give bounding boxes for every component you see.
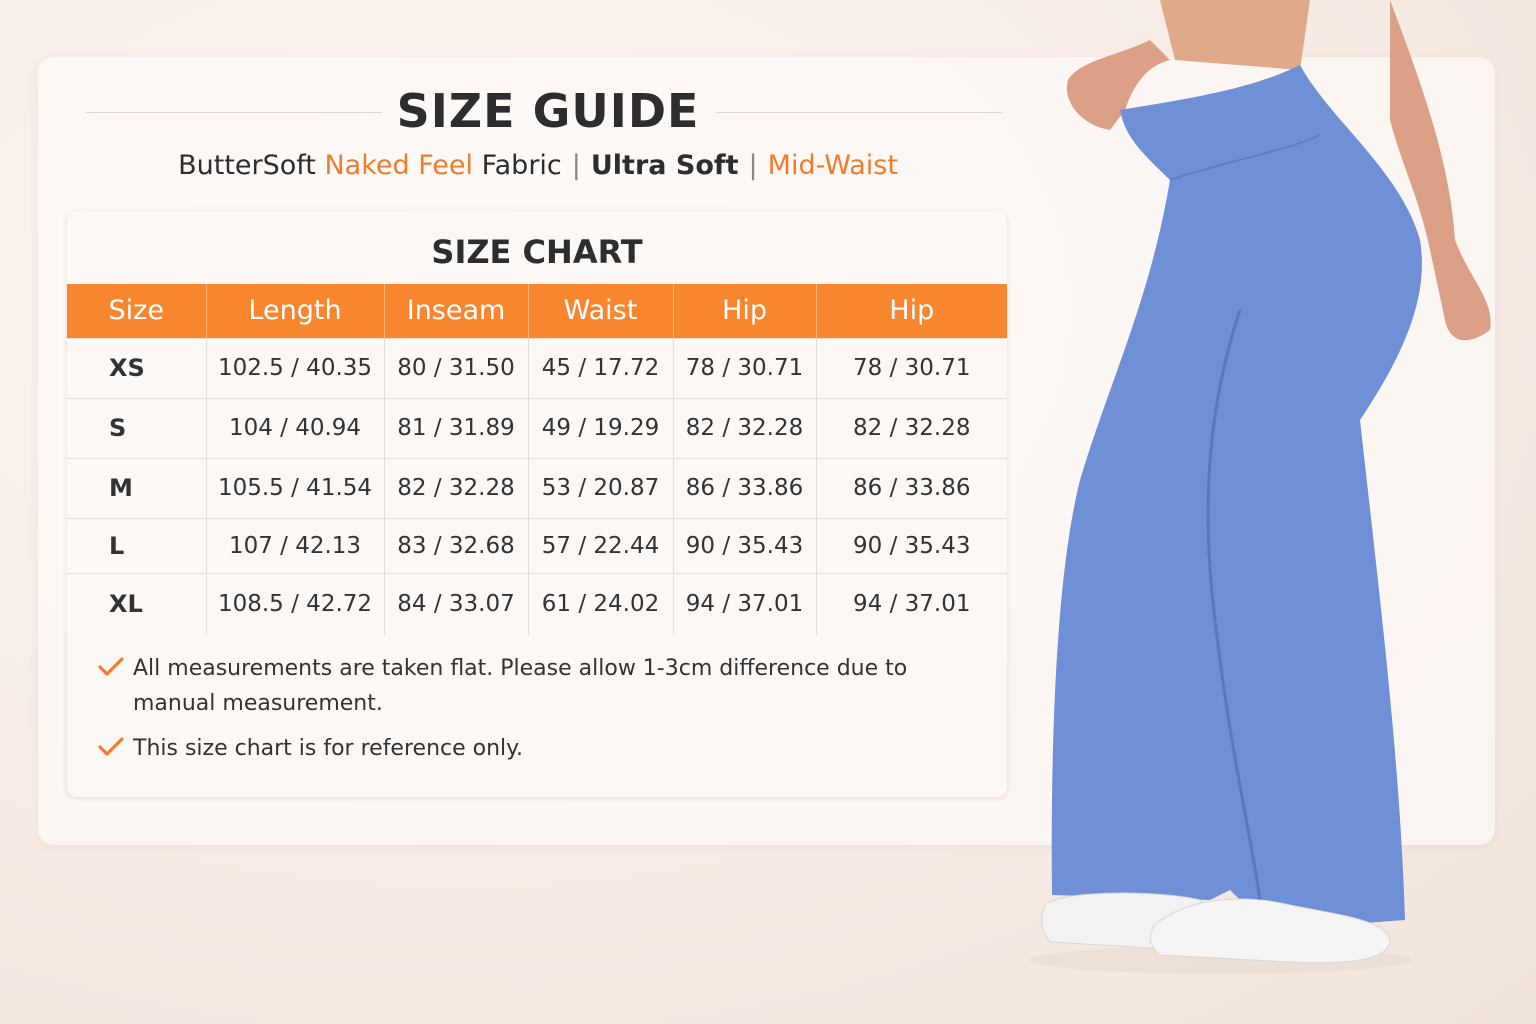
table-row: S 104 / 40.94 81 / 31.89 49 / 19.29 82 / 32.… xyxy=(67,397,1007,458)
page-title: SIZE GUIDE xyxy=(396,84,700,138)
checkmark-icon xyxy=(98,737,124,756)
model-wearing-pants-image xyxy=(1030,0,1491,974)
measurement-cell: 82 / 32.28 xyxy=(815,397,1007,458)
measurement-cell: 57 / 22.44 xyxy=(527,517,673,573)
subtitle-fabric: Fabric xyxy=(473,150,562,181)
checkmark-icon xyxy=(98,657,124,676)
table-row: XL 108.5 / 42.72 84 / 33.07 61 / 24.02 94 / … xyxy=(67,572,1007,635)
measurement-cell: 82 / 32.28 xyxy=(672,397,816,458)
measurement-cell: 86 / 33.86 xyxy=(672,457,816,518)
measurement-cell: 81 / 31.89 xyxy=(383,397,528,458)
size-cell: M xyxy=(67,457,206,518)
size-cell: S xyxy=(67,397,206,458)
measurement-cell: 90 / 35.43 xyxy=(815,517,1007,573)
size-chart-card: SIZE CHART Size Length Inseam Waist Hip … xyxy=(67,211,1007,797)
measurement-cell: 105.5 / 41.54 xyxy=(205,457,384,518)
size-cell: XS xyxy=(67,337,206,398)
measurement-cell: 84 / 33.07 xyxy=(383,572,528,635)
note-item: All measurements are taken flat. Please … xyxy=(97,651,957,721)
subtitle-highlight: Naked Feel xyxy=(324,150,473,181)
table-header: Size Length Inseam Waist Hip Hip xyxy=(67,284,1007,338)
measurement-cell: 94 / 37.01 xyxy=(815,572,1007,635)
column-header: Length xyxy=(205,284,384,338)
measurement-cell: 45 / 17.72 xyxy=(527,337,673,398)
table-row: M 105.5 / 41.54 82 / 32.28 53 / 20.87 86 / 3… xyxy=(67,457,1007,518)
size-cell: XL xyxy=(67,572,206,635)
column-header: Waist xyxy=(527,284,673,338)
column-header: Hip xyxy=(672,284,816,338)
measurement-cell: 49 / 19.29 xyxy=(527,397,673,458)
measurement-cell: 90 / 35.43 xyxy=(672,517,816,573)
notes: All measurements are taken flat. Please … xyxy=(97,651,957,776)
column-header: Hip xyxy=(815,284,1007,338)
measurement-cell: 108.5 / 42.72 xyxy=(205,572,384,635)
subtitle-separator: | xyxy=(748,150,758,181)
measurement-cell: 80 / 31.50 xyxy=(383,337,528,398)
subtitle-brand: ButterSoft xyxy=(178,150,325,181)
note-item: This size chart is for reference only. xyxy=(97,731,957,766)
subtitle-feature: Ultra Soft xyxy=(590,150,739,181)
measurement-cell: 82 / 32.28 xyxy=(383,457,528,518)
measurement-cell: 78 / 30.71 xyxy=(672,337,816,398)
measurement-cell: 107 / 42.13 xyxy=(205,517,384,573)
note-text: This size chart is for reference only. xyxy=(133,736,524,761)
measurement-cell: 83 / 32.68 xyxy=(383,517,528,573)
measurement-cell: 104 / 40.94 xyxy=(205,397,384,458)
measurement-cell: 94 / 37.01 xyxy=(672,572,816,635)
title-divider-left xyxy=(86,112,382,113)
size-cell: L xyxy=(67,517,206,573)
subtitle-separator: | xyxy=(571,150,581,181)
table-row: L 107 / 42.13 83 / 32.68 57 / 22.44 90 / 35.… xyxy=(67,517,1007,573)
column-header: Inseam xyxy=(383,284,528,338)
title-divider-right xyxy=(716,112,1002,113)
measurement-cell: 78 / 30.71 xyxy=(815,337,1007,398)
measurement-cell: 61 / 24.02 xyxy=(527,572,673,635)
size-table: Size Length Inseam Waist Hip Hip XS 102.5… xyxy=(67,284,1007,635)
measurement-cell: 86 / 33.86 xyxy=(815,457,1007,518)
note-text: All measurements are taken flat. Please … xyxy=(133,656,908,716)
measurement-cell: 53 / 20.87 xyxy=(527,457,673,518)
size-chart-title: SIZE CHART xyxy=(431,233,643,271)
subtitle: ButterSoft Naked Feel Fabric | Ultra Soft |… xyxy=(0,150,1076,181)
table-row: XS 102.5 / 40.35 80 / 31.50 45 / 17.72 78 / … xyxy=(67,337,1007,398)
subtitle-rise: Mid-Waist xyxy=(767,150,898,181)
measurement-cell: 102.5 / 40.35 xyxy=(205,337,384,398)
column-header: Size xyxy=(67,284,206,338)
